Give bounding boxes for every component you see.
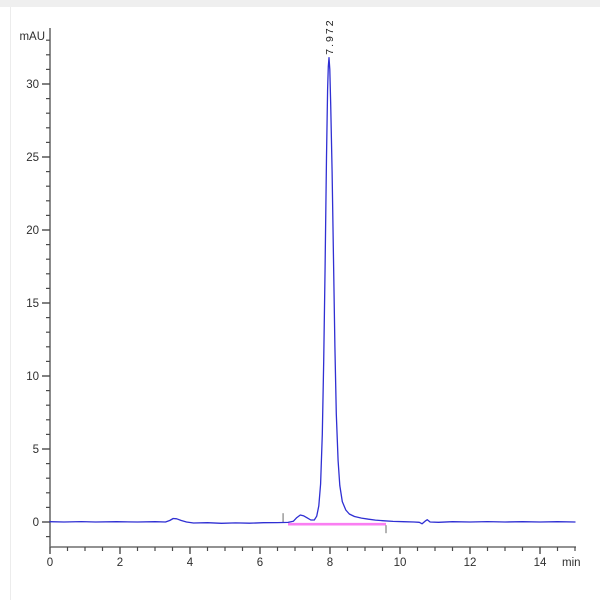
y-tick-label: 10 (26, 371, 39, 383)
y-tick-label: 5 (33, 444, 39, 456)
x-axis-unit-label: min (562, 557, 581, 569)
x-tick-label: 10 (394, 557, 407, 569)
left-edge-line (10, 7, 11, 600)
top-edge-strip (0, 0, 600, 7)
peak-rt-label: 7.972 (324, 18, 336, 54)
y-axis-unit-label: mAU (19, 31, 45, 43)
y-tick-label: 20 (26, 225, 39, 237)
y-tick-label: 15 (26, 298, 39, 310)
x-tick-label: 0 (47, 557, 53, 569)
chromatogram-trace (49, 57, 576, 525)
x-tick-label: 2 (117, 557, 123, 569)
x-tick-label: 6 (257, 557, 263, 569)
y-tick-label: 0 (33, 517, 39, 529)
y-tick-label: 25 (26, 152, 39, 164)
y-tick-label: 30 (26, 79, 39, 91)
x-tick-label: 14 (534, 557, 547, 569)
x-tick-label: 4 (187, 557, 194, 569)
x-tick-label: 12 (464, 557, 477, 569)
x-tick-label: 8 (327, 557, 333, 569)
